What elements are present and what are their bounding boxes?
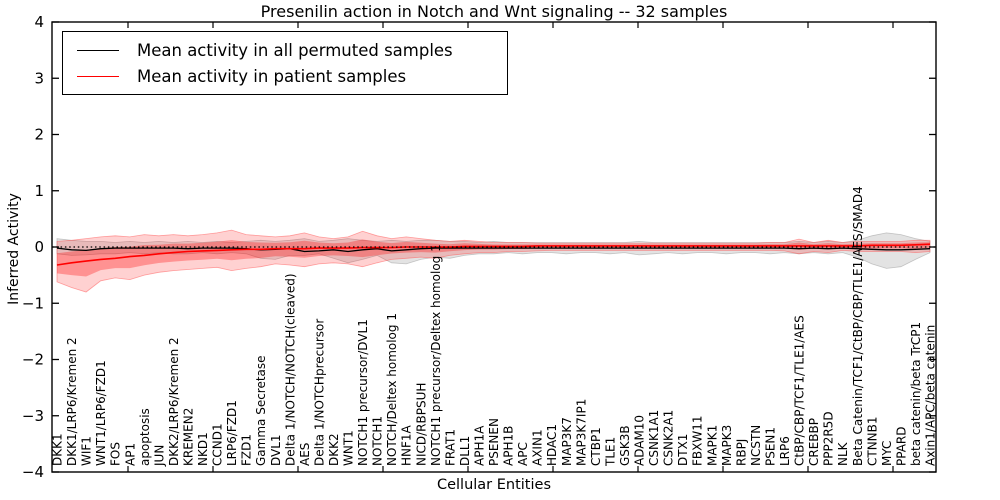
x-category-label: CSNK1A1 (647, 410, 661, 466)
y-tick-label: 3 (34, 69, 44, 87)
x-category-label: MAPK1 (705, 425, 719, 466)
x-category-label: CSNK2A1 (662, 410, 676, 466)
x-category-label: MAP3K7IP1 (574, 399, 588, 466)
x-category-label: APH1B (502, 426, 516, 466)
y-tick-label: −4 (22, 463, 44, 481)
x-category-label: NLK (836, 441, 850, 466)
chart-title: Presenilin action in Notch and Wnt signa… (260, 2, 728, 21)
patient-line-swatch (77, 75, 119, 77)
x-category-label: FRAT1 (443, 429, 457, 466)
x-category-label: FOS (109, 442, 123, 466)
x-category-label: CTNNB1 (865, 416, 879, 466)
x-category-label: DVL1 (269, 434, 283, 466)
permuted-line-swatch (77, 49, 119, 51)
x-category-label: CREBBP (807, 418, 821, 466)
x-category-label: DKK2 (327, 433, 341, 466)
y-tick-label: 1 (34, 182, 44, 200)
x-category-label: PPARD (894, 427, 908, 467)
x-category-label: NOTCH1 precursor/DVL1 (356, 319, 370, 466)
x-category-label: AP1 (123, 443, 137, 466)
x-category-label: WIF1 (80, 436, 94, 466)
y-tick-label: −1 (22, 294, 44, 312)
x-category-label: DTX1 (676, 434, 690, 466)
y-axis-label: Inferred Activity (6, 193, 22, 305)
x-category-label: NKD1 (196, 432, 210, 466)
y-tick-label: 4 (34, 13, 44, 31)
x-category-label: DLL1 (458, 436, 472, 466)
x-category-label: TLE1 (603, 437, 617, 467)
x-category-label: NCSTN (749, 425, 763, 466)
legend-item-permuted: Mean activity in all permuted samples (77, 41, 507, 60)
legend-label-permuted: Mean activity in all permuted samples (137, 40, 453, 60)
patient-mean-line (56, 243, 931, 266)
x-category-label: AES (298, 443, 312, 466)
x-category-label: KREMEN2 (181, 408, 195, 466)
x-category-label: NOTCH1 precursor/Deltex homolog 1 (429, 244, 443, 466)
x-category-label: NOTCH1 (371, 416, 385, 466)
x-category-label: Gamma Secretase (254, 355, 268, 466)
x-category-label: beta catenin/beta TrCP1 (909, 322, 923, 466)
x-category-label: PSEN1 (764, 427, 778, 466)
x-category-label: NICD/RBPSUH (414, 383, 428, 466)
x-category-label: GSK3B (618, 425, 632, 466)
x-category-label: NOTCH/Deltex homolog 1 (385, 313, 399, 466)
permuted-mean-line (56, 247, 931, 253)
legend-label-patient: Mean activity in patient samples (137, 66, 407, 86)
x-category-label: CtBP/CBP/TCF1/TLE1/AES (793, 315, 807, 466)
x-category-label: Delta 1/NOTCH/NOTCH(cleaved) (283, 273, 297, 466)
x-category-label: WNT1 (342, 430, 356, 466)
permuted-band (56, 232, 931, 269)
x-category-label: MAPK3 (720, 425, 734, 466)
patient-band-outer (56, 229, 931, 293)
x-category-label: LRP6/FZD1 (225, 400, 239, 466)
x-category-label: AXIN1 (531, 429, 545, 466)
x-category-label: HNF1A (400, 424, 414, 466)
x-category-label: ADAM10 (633, 415, 647, 466)
x-category-label: apoptosis (138, 408, 152, 466)
x-category-label: FZD1 (240, 434, 254, 466)
x-category-label: DKK2/LRP6/Kremen 2 (167, 337, 181, 466)
legend-box: Mean activity in all permuted samples Me… (62, 31, 508, 95)
y-tick-label: −3 (22, 407, 44, 425)
x-category-label: APC (516, 442, 530, 466)
y-tick-label: 2 (34, 126, 44, 144)
x-category-label: LRP6 (778, 436, 792, 466)
x-axis-label: Cellular Entities (436, 477, 552, 493)
x-category-label: PPP2R5D (822, 411, 836, 466)
x-category-label: FBXW11 (691, 416, 705, 467)
x-category-label: JUN (152, 445, 166, 467)
x-category-label: Axin1/APC/beta catenin (924, 325, 938, 466)
x-category-label: CTBP1 (589, 427, 603, 466)
x-category-label: DKK1/LRP6/Kremen 2 (65, 337, 79, 466)
x-category-label: RBPJ (734, 439, 748, 466)
x-category-label: CCND1 (211, 423, 225, 466)
x-category-label: WNT1/LRP6/FZD1 (94, 360, 108, 466)
patient-band-inner (57, 239, 930, 277)
x-category-label: MAP3K7 (560, 417, 574, 466)
x-category-label: HDAC1 (545, 424, 559, 466)
x-category-label: DKK1 (51, 433, 65, 466)
x-category-label: PSENEN (487, 418, 501, 466)
legend-item-patient: Mean activity in patient samples (77, 67, 507, 86)
x-category-label: APH1A (472, 425, 486, 466)
x-category-label: Delta 1/NOTCHprecursor (312, 319, 326, 466)
x-category-label: MYC (880, 441, 894, 466)
x-category-label: Beta Catenin/TCF1/CtBP/CBP/TLE1/AES/SMAD… (851, 186, 865, 466)
y-tick-label: −2 (22, 351, 44, 369)
y-tick-label: 0 (34, 238, 44, 256)
